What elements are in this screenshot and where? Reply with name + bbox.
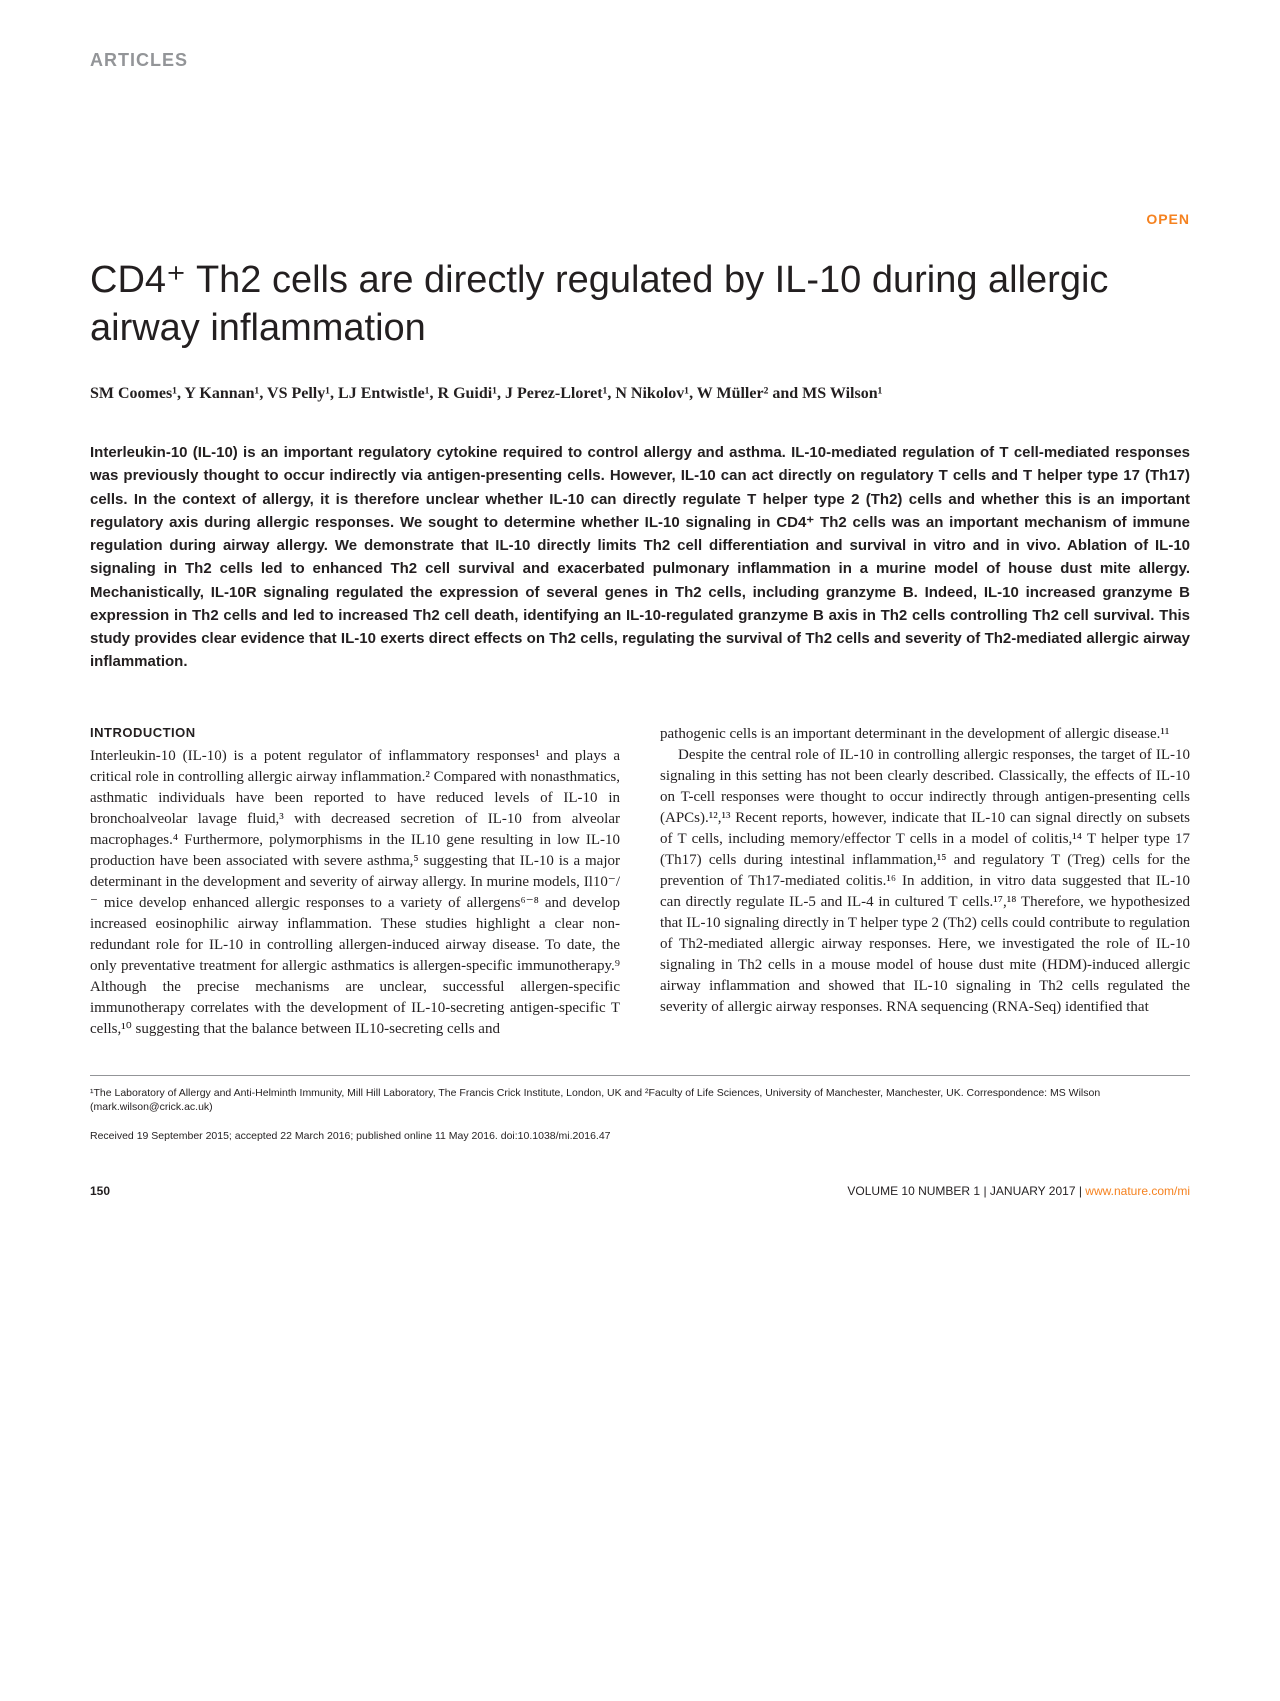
authors-list: SM Coomes¹, Y Kannan¹, VS Pelly¹, LJ Ent… bbox=[90, 382, 1190, 406]
page-footer: 150 VOLUME 10 NUMBER 1 | JANUARY 2017 | … bbox=[90, 1184, 1190, 1198]
page-number: 150 bbox=[90, 1184, 110, 1198]
section-label: ARTICLES bbox=[90, 50, 1190, 71]
introduction-heading: INTRODUCTION bbox=[90, 724, 620, 742]
intro-paragraph-left: Interleukin-10 (IL-10) is a potent regul… bbox=[90, 746, 620, 1040]
intro-paragraph-right-2: Despite the central role of IL-10 in con… bbox=[660, 745, 1190, 1018]
body-columns: INTRODUCTION Interleukin-10 (IL-10) is a… bbox=[90, 724, 1190, 1040]
affiliations: ¹The Laboratory of Allergy and Anti-Helm… bbox=[90, 1086, 1190, 1115]
received-info: Received 19 September 2015; accepted 22 … bbox=[90, 1129, 1190, 1144]
abstract: Interleukin-10 (IL-10) is an important r… bbox=[90, 441, 1190, 674]
volume-text: VOLUME 10 NUMBER 1 | JANUARY 2017 | bbox=[847, 1184, 1085, 1198]
open-access-badge: OPEN bbox=[90, 211, 1190, 227]
article-title: CD4⁺ Th2 cells are directly regulated by… bbox=[90, 257, 1190, 352]
footnotes: ¹The Laboratory of Allergy and Anti-Helm… bbox=[90, 1075, 1190, 1144]
volume-info: VOLUME 10 NUMBER 1 | JANUARY 2017 | www.… bbox=[847, 1184, 1190, 1198]
column-left: INTRODUCTION Interleukin-10 (IL-10) is a… bbox=[90, 724, 620, 1040]
column-right: pathogenic cells is an important determi… bbox=[660, 724, 1190, 1040]
journal-url: www.nature.com/mi bbox=[1085, 1184, 1190, 1198]
intro-paragraph-right-1: pathogenic cells is an important determi… bbox=[660, 724, 1190, 745]
